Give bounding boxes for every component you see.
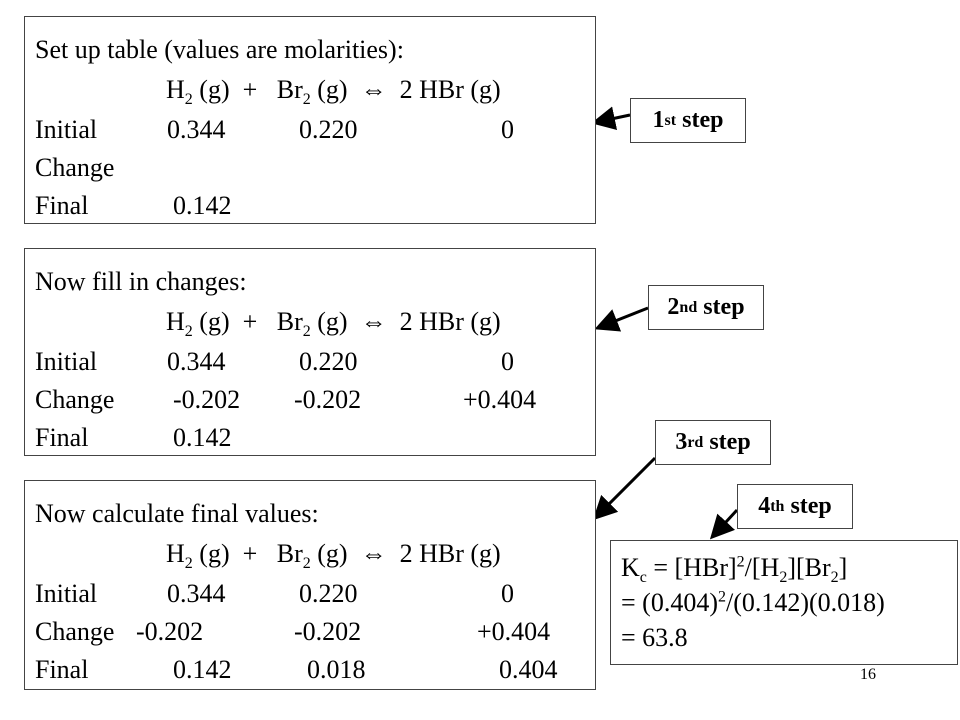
subscript: 2	[302, 323, 311, 341]
row-label: Final	[35, 655, 89, 684]
cell: 0.344	[167, 347, 226, 376]
equation: H2 (g) + Br2 (g) ⇔ 2 HBr (g)	[166, 307, 501, 340]
cell: 0	[501, 579, 514, 608]
cell: 0.220	[299, 115, 358, 144]
row-label: Change	[35, 617, 115, 646]
subscript: 2	[302, 91, 311, 109]
arrow	[591, 106, 631, 131]
cell: -0.202	[173, 385, 241, 414]
row-label: Initial	[35, 347, 98, 376]
result-box: Kc = [HBr]2/[H2][Br2] = (0.404)2/(0.142)(…	[610, 540, 958, 665]
arrow	[709, 508, 739, 540]
row-label: Change	[35, 153, 115, 182]
text-run: (g)	[310, 307, 361, 336]
subscript: c	[639, 569, 647, 587]
equation: H2 (g) + Br2 (g) ⇔ 2 HBr (g)	[166, 539, 501, 572]
row-label: Initial	[35, 579, 98, 608]
text-run: = [HBr]	[646, 553, 737, 582]
text-run: H	[166, 75, 185, 104]
cell: -0.202	[294, 617, 362, 646]
cell: 0.142	[173, 191, 232, 220]
panel-heading: Now calculate final values:	[35, 499, 319, 528]
step-number: 2	[667, 294, 680, 320]
subscript: 2	[830, 569, 839, 587]
cell: +0.404	[463, 385, 537, 414]
text-run: (g) + Br	[192, 75, 303, 104]
text-run: ⇔	[360, 539, 387, 568]
step-word: step	[682, 107, 724, 133]
step-word: step	[703, 294, 745, 320]
panel-heading: Now fill in changes:	[35, 267, 247, 296]
text-run: (g)	[310, 539, 361, 568]
superscript: 2	[717, 588, 726, 606]
cell: 0.344	[167, 579, 226, 608]
text-run: H	[166, 307, 185, 336]
cell: 0.344	[167, 115, 226, 144]
cell: 0	[501, 347, 514, 376]
text-run: /[H	[744, 553, 780, 582]
panel: Now calculate final values: H2 (g) + Br2 …	[24, 480, 596, 690]
text-run: = 63.8	[621, 623, 688, 652]
cell: 0.220	[299, 347, 358, 376]
panel-heading: Set up table (values are molarities):	[35, 35, 404, 64]
subscript: 2	[184, 91, 193, 109]
result-line: = 63.8	[621, 625, 688, 651]
text-run: 2 HBr (g)	[386, 307, 501, 336]
text-run: K	[621, 553, 640, 582]
text-run: (g) + Br	[192, 307, 303, 336]
equation: H2 (g) + Br2 (g) ⇔ 2 HBr (g)	[166, 75, 501, 108]
text-run: (g) + Br	[192, 539, 303, 568]
subscript: 2	[184, 555, 193, 573]
text-run: = (0.404)	[621, 588, 718, 617]
step-number: 3	[675, 429, 688, 455]
text-run: ⇔	[360, 307, 387, 336]
step-word: step	[709, 429, 751, 455]
superscript: 2	[736, 553, 745, 571]
cell: 0.018	[307, 655, 366, 684]
result-line: Kc = [HBr]2/[H2][Br2]	[621, 553, 848, 586]
row-label: Final	[35, 423, 89, 452]
arrow	[594, 306, 649, 332]
cell: 0.142	[173, 423, 232, 452]
cell: -0.202	[294, 385, 362, 414]
cell: +0.404	[477, 617, 551, 646]
page-number: 16	[860, 666, 876, 683]
text-run: ⇔	[360, 75, 387, 104]
row-label: Initial	[35, 115, 98, 144]
panel: Now fill in changes: H2 (g) + Br2 (g) ⇔ 2…	[24, 248, 596, 456]
cell: -0.202	[136, 617, 204, 646]
subscript: 2	[779, 569, 788, 587]
row-label: Final	[35, 191, 89, 220]
result-line: = (0.404)2/(0.142)(0.018)	[621, 588, 885, 617]
text-run: 2 HBr (g)	[386, 539, 501, 568]
panel: Set up table (values are molarities): H2 …	[24, 16, 596, 224]
cell: 0	[501, 115, 514, 144]
step-number: 1	[652, 107, 665, 133]
subscript: 2	[302, 555, 311, 573]
row-label: Change	[35, 385, 115, 414]
step-word: step	[790, 493, 832, 519]
step-number: 4	[758, 493, 771, 519]
subscript: 2	[184, 323, 193, 341]
text-run: 2 HBr (g)	[386, 75, 501, 104]
text-run: ]	[838, 553, 848, 582]
text-run: ][Br	[787, 553, 831, 582]
text-run: (g)	[310, 75, 361, 104]
text-run: /(0.142)(0.018)	[725, 588, 885, 617]
cell: 0.220	[299, 579, 358, 608]
cell: 0.142	[173, 655, 232, 684]
text-run: H	[166, 539, 185, 568]
arrow	[592, 456, 657, 521]
cell: 0.404	[499, 655, 558, 684]
